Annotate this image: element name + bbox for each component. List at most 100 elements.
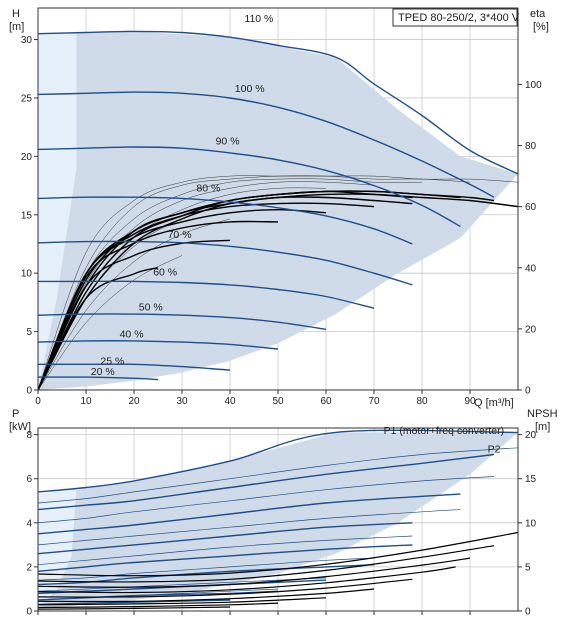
top-y-tick-label: 20 xyxy=(21,152,33,163)
bottom-y2-tick-label: 0 xyxy=(525,607,531,618)
p1-curve xyxy=(37,590,279,601)
thin-efficiency-curve xyxy=(37,218,231,391)
npsh-curve xyxy=(37,578,413,598)
power-light-region xyxy=(38,489,77,609)
speed-curve-label: 40 % xyxy=(120,328,144,340)
bottom-y-tick-label: 6 xyxy=(26,474,32,485)
p1-curve xyxy=(37,564,375,586)
bottom-y2-tick-label: 20 xyxy=(525,430,537,441)
p1-curve xyxy=(37,599,231,606)
efficiency-curve xyxy=(37,220,279,391)
speed-curve-label: 70 % xyxy=(168,229,192,241)
top-x-tick-label: 20 xyxy=(128,396,140,407)
top-axes: 0 10 20 30 40 50 60 70 80 90 0 5 10 15 20 25 30 0 20 40 60 80… xyxy=(21,7,542,407)
npsh-curve xyxy=(37,545,495,583)
top-operating-region xyxy=(38,31,518,391)
speed-curve-label: 60 % xyxy=(153,267,177,279)
npsh-curve xyxy=(37,531,519,577)
legend-p1: P1 (motor+freq converter) xyxy=(384,425,505,437)
efficiency-curve xyxy=(37,267,159,391)
top-y2-tick-label: 20 xyxy=(525,324,537,335)
bottom-y2-tick-label: 5 xyxy=(525,562,531,573)
power-npsh-panel: 0 2 4 6 8 0 5 10 15 20 P [kW] NPSH [m] P1 (motor+… xyxy=(9,408,558,618)
top-y2-tick-label: 100 xyxy=(525,80,542,91)
p2-curve xyxy=(37,557,375,581)
top-curves: 110 % 100 % 90 % 80 % 70 % 60 % 50 % 40 % 25 %20… xyxy=(37,13,519,391)
light-region xyxy=(38,32,77,390)
top-y-tick-label: 10 xyxy=(21,269,33,280)
y-axis-label-p: P xyxy=(12,408,19,420)
top-y2-tick-label: 60 xyxy=(525,202,537,213)
speed-curve xyxy=(38,280,375,309)
npsh-curve xyxy=(37,597,327,606)
p1-curve xyxy=(37,544,413,572)
y2-axis-label-npsh: NPSH xyxy=(527,408,558,420)
speed-curve xyxy=(37,313,327,330)
p1-curve xyxy=(37,522,413,555)
p2-curve xyxy=(37,447,519,504)
top-y-tick-label: 25 xyxy=(21,93,33,104)
speed-curve-label: 100 % xyxy=(235,83,265,95)
top-y-tick-label: 5 xyxy=(26,327,32,338)
p2-curve xyxy=(37,476,495,524)
top-y-tick-label: 0 xyxy=(26,386,32,397)
efficiency-curve xyxy=(37,239,231,391)
npsh-curve xyxy=(37,602,279,609)
speed-curve xyxy=(37,376,159,381)
npsh-curve xyxy=(37,566,456,594)
bottom-y-tick-label: 0 xyxy=(26,607,32,618)
top-x-tick-label: 10 xyxy=(80,396,92,407)
top-x-tick-label: 30 xyxy=(176,396,188,407)
top-y2-tick-label: 0 xyxy=(525,386,531,397)
bottom-axes: 0 2 4 6 8 0 5 10 15 20 xyxy=(26,427,537,618)
efficiency-curve xyxy=(37,208,327,391)
y2-axis-unit-npsh: [m] xyxy=(535,421,550,433)
p2-curve xyxy=(37,535,413,566)
speed-curve xyxy=(37,240,413,286)
top-y-tick-label: 15 xyxy=(21,210,33,221)
p2-curve xyxy=(37,577,327,592)
p1-curve xyxy=(37,453,495,511)
p2-curve xyxy=(37,509,461,546)
y2-axis-unit-eta: [%] xyxy=(533,21,549,33)
top-x-tick-label: 0 xyxy=(35,396,41,407)
top-x-tick-label: 80 xyxy=(416,396,428,407)
speed-curve-label: 50 % xyxy=(139,302,163,314)
speed-curve-label: 110 % xyxy=(244,13,273,25)
top-x-tick-label: 90 xyxy=(464,396,476,407)
npsh-curve xyxy=(37,606,231,610)
bottom-y-tick-label: 4 xyxy=(26,518,32,529)
speed-curve xyxy=(37,340,279,350)
bottom-y2-tick-label: 15 xyxy=(525,474,537,485)
top-y-tick-label: 30 xyxy=(21,35,33,46)
operating-region xyxy=(38,31,518,391)
legend-p2: P2 xyxy=(488,443,501,455)
top-x-tick-label: 60 xyxy=(320,396,332,407)
speed-curve xyxy=(37,30,519,175)
thin-efficiency-curve xyxy=(37,255,183,391)
head-efficiency-panel: 110 % 100 % 90 % 80 % 70 % 60 % 50 % 40 % 25 % 20… xyxy=(9,7,549,409)
bottom-y-tick-label: 2 xyxy=(26,562,32,573)
top-x-tick-label: 50 xyxy=(272,396,284,407)
npsh-curve xyxy=(37,588,375,603)
speed-curve xyxy=(37,91,495,198)
speed-curve xyxy=(37,363,231,371)
speed-curve-label: 80 % xyxy=(196,182,220,194)
top-x-tick-label: 70 xyxy=(368,396,380,407)
y-axis-label-h: H xyxy=(12,8,20,20)
top-y2-tick-label: 80 xyxy=(525,141,537,152)
x-axis-label-q: Q [m³/h] xyxy=(474,397,514,409)
top-x-tick-label: 40 xyxy=(224,396,236,407)
bottom-curves xyxy=(37,429,519,610)
speed-curve xyxy=(37,146,461,228)
thin-efficiency-curve xyxy=(37,181,375,391)
speed-curve-label: 90 % xyxy=(216,136,240,148)
top-y2-tick-label: 40 xyxy=(525,263,537,274)
y-axis-unit-p: [kW] xyxy=(9,421,31,433)
y2-axis-label-eta: eta xyxy=(530,8,546,20)
p1-curve xyxy=(37,429,519,493)
bottom-y2-tick-label: 10 xyxy=(525,518,537,529)
speed-curve-label: 25 % xyxy=(100,355,124,367)
speed-curve xyxy=(37,196,413,245)
